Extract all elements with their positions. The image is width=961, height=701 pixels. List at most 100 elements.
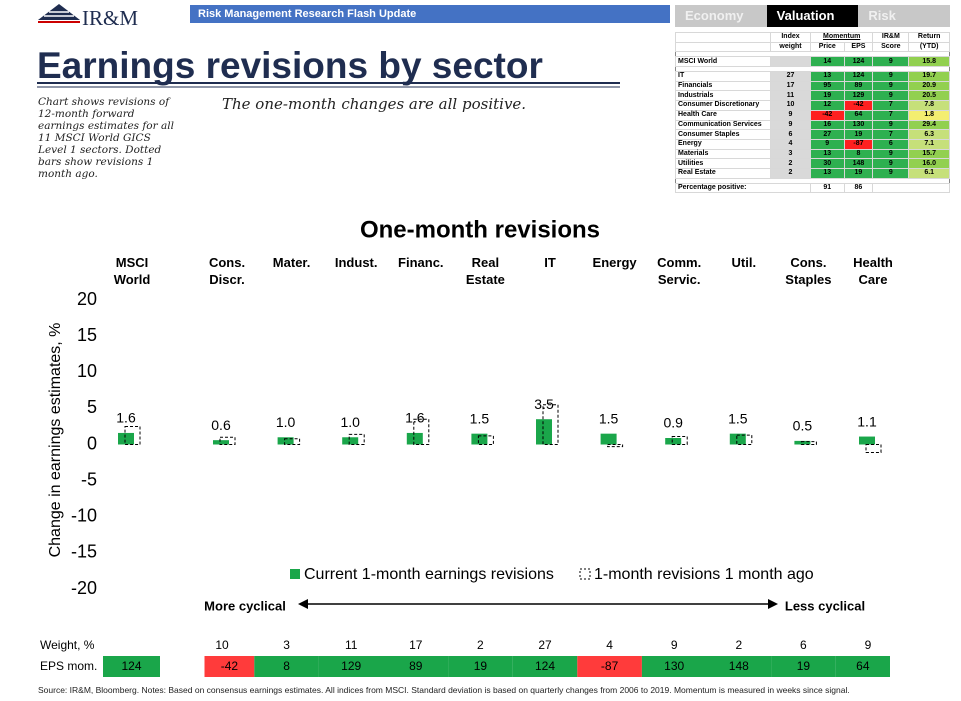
table-cell: Consumer Staples: [675, 129, 771, 140]
logo-icon: [38, 4, 80, 23]
tab[interactable]: Valuation: [766, 5, 859, 27]
eps-cell: [383, 656, 449, 677]
bar: [859, 436, 875, 445]
table-row: Consumer Staples 6 27 19 7 6.3: [675, 129, 950, 140]
table-cell: 2: [770, 158, 811, 169]
legend-label: Current 1-month earnings revisions: [304, 566, 554, 583]
weight-value: 17: [409, 638, 423, 652]
table-cell: 95: [810, 80, 845, 92]
category-label: Cons. Staples: [785, 255, 832, 287]
table-cell: 124: [843, 56, 874, 68]
legend-swatch: [579, 568, 591, 580]
table-cell: 16.0: [908, 158, 950, 169]
table-cell: 8: [843, 148, 874, 160]
table-cell: 2: [770, 167, 811, 179]
table-row: Materials 3 13 8 9 15.7: [675, 148, 950, 160]
eps-cell: [103, 656, 160, 677]
y-tick-label: 15: [77, 325, 97, 345]
footnote: Source: IR&M, Bloomberg. Notes: Based on…: [38, 685, 850, 695]
table-cell: 17: [770, 80, 811, 92]
value-label: 1.6: [116, 410, 136, 426]
table-cell: 6: [872, 138, 910, 150]
table-cell: Health Care: [675, 109, 771, 121]
category-label: Energy: [592, 255, 637, 270]
header-row: weight Price EPS Score (YTD): [675, 41, 950, 53]
table-cell: Percentage positive:: [675, 182, 811, 194]
subtitle: The one-month changes are all positive.: [222, 95, 527, 113]
table-cell: 13: [810, 167, 845, 179]
table-cell: 19: [843, 129, 874, 140]
weight-value: 11: [345, 638, 358, 652]
eps-value: 8: [283, 659, 290, 673]
chart-title: One-month revisions: [360, 216, 600, 243]
table-cell: -87: [843, 138, 874, 150]
row-label: Weight, %: [40, 638, 95, 652]
footer-row: Percentage positive: 91 86: [675, 182, 950, 194]
table-cell: 6.1: [908, 167, 950, 179]
banner: Risk Management Research Flash Update: [190, 5, 670, 23]
eps-value: 64: [856, 659, 870, 673]
table-cell: 4: [770, 138, 811, 150]
header-cell: weight: [770, 41, 811, 53]
bar: [865, 444, 882, 453]
note: Chart shows revisions of 12-month forwar…: [38, 96, 174, 180]
valuation-table: Index Momentum IR&M Return weight Price EPS Sc…: [675, 32, 950, 194]
legend-label: 1-month revisions 1 month ago: [594, 566, 814, 583]
table-cell: 20.9: [908, 80, 950, 92]
bar: [277, 437, 294, 445]
eps-value: 124: [535, 659, 555, 673]
table-cell: 9: [770, 109, 811, 121]
category-label: Mater.: [272, 255, 311, 270]
page-title: Earnings revisions by sector: [37, 45, 543, 86]
table-cell: 9: [810, 138, 845, 150]
tab[interactable]: Economy: [685, 8, 744, 23]
bar: [729, 433, 746, 445]
table-row: Energy 4 9 -87 6 7.1: [675, 138, 950, 150]
eps-cell: [448, 656, 513, 677]
table-cell: 9: [770, 119, 811, 131]
y-tick-label: 20: [77, 289, 97, 309]
value-label: 0.5: [793, 418, 813, 434]
value-label: 1.0: [340, 414, 360, 430]
bar: [477, 435, 494, 445]
bar: [736, 434, 753, 446]
table-row: Financials 17 95 89 9 20.9: [675, 80, 950, 92]
header-cell: Index: [770, 32, 811, 43]
value-label: 1.1: [857, 413, 877, 429]
table-row: IT 27 13 124 9 19.7: [675, 71, 950, 82]
table-cell: 12: [810, 100, 845, 111]
value-label: 1.5: [728, 410, 748, 426]
table-cell: 14: [810, 56, 845, 68]
header-cell: Price: [810, 41, 845, 53]
bar: [471, 433, 488, 445]
annotation: Less cyclical: [785, 598, 865, 613]
table-cell: 1.8: [908, 109, 950, 121]
table-cell: 15.8: [908, 56, 950, 68]
table-cell: IT: [675, 71, 771, 82]
table-cell: 86: [843, 182, 874, 194]
cyclical-arrow: [298, 599, 778, 609]
category-label: Health Care: [853, 255, 893, 287]
table-cell: 7: [872, 100, 910, 111]
value-label: 1.5: [599, 410, 619, 426]
category-label: MSCI World: [113, 255, 151, 287]
value-label: 1.0: [276, 414, 296, 430]
eps-value: -42: [221, 659, 239, 673]
eps-cell: [512, 656, 578, 677]
table-cell: 9: [872, 167, 910, 179]
table-cell: 7: [872, 109, 910, 121]
value-label: 3.5: [534, 396, 554, 412]
table-cell: Utilities: [675, 158, 771, 169]
table-cell: Energy: [675, 138, 771, 150]
table-cell: 20.5: [908, 90, 950, 102]
weight-value: 6: [800, 638, 807, 652]
bar: [794, 440, 811, 445]
y-tick-label: -10: [71, 506, 97, 526]
y-tick-label: -5: [81, 469, 97, 489]
header-cell: Score: [872, 41, 910, 53]
table-row: Communication Services 9 16 130 9 29.4: [675, 119, 950, 131]
tab[interactable]: Risk: [868, 8, 896, 23]
table-cell: 89: [843, 80, 874, 92]
category-label: Comm. Servic.: [657, 255, 702, 287]
table-cell: Real Estate: [675, 167, 771, 179]
